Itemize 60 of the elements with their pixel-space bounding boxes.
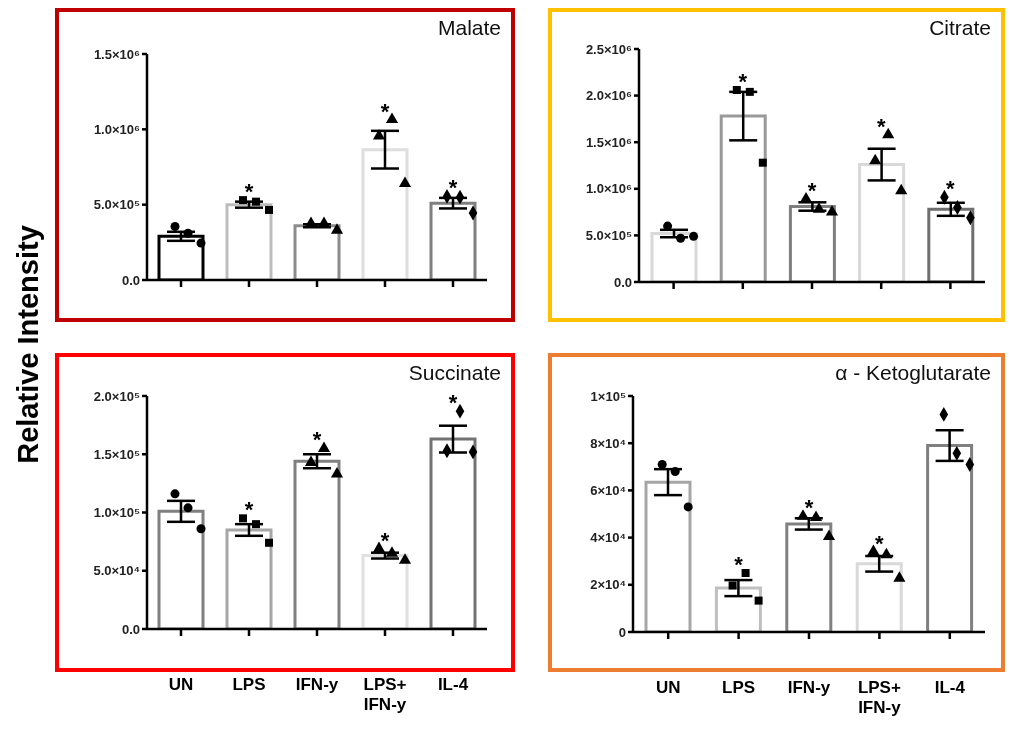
y-tick-label: 5.0×10⁵ [585,228,632,244]
annotation: * [804,495,814,521]
bar [644,480,692,632]
y-axis-title: Relative Intensity [11,224,45,466]
annotation: * [380,98,390,124]
bar [293,459,341,629]
chart-title: Succinate [408,361,501,385]
y-tick-label: 1.5×10⁶ [585,134,633,150]
annotation: * [876,113,886,139]
annotation: * [738,69,748,95]
annotation: * [312,427,322,453]
x-tick-label: LPS [232,675,266,694]
x-tick-label: IL-4 [934,678,966,697]
x-tick-label: IFN-y [295,675,339,694]
bar [361,148,409,280]
y-tick-label: 0.0 [121,621,140,637]
y-tick-label: 2.5×10⁶ [585,41,633,57]
y-tick-label: 1.5×10⁶ [93,46,141,62]
x-tick-label: IL-4 [437,675,469,694]
y-tick-label: 0.0 [121,272,140,288]
y-tick-label: 1×10⁵ [590,388,626,404]
annotation: * [875,530,885,556]
x-tick-label: LPS [722,678,756,697]
bar [719,114,767,282]
y-tick-label: 5.0×10⁴ [93,563,140,579]
chart-title: Malate [437,16,501,40]
x-tick-label: IFN-y [787,678,831,697]
annotation: * [244,497,254,523]
bar [858,163,906,282]
x-tick-label: UN [655,678,681,697]
y-tick-label: 6×10⁴ [590,483,626,499]
y-tick-label: 1.0×10⁶ [93,121,141,137]
annotation: * [244,179,254,205]
y-tick-label: 0.0 [613,274,632,290]
y-tick-label: 4×10⁴ [590,530,626,546]
bar [926,444,974,632]
y-tick-label: 0 [618,624,626,640]
x-tick-label: LPS+ IFN-y [363,675,407,714]
bar [157,509,205,629]
annotation: * [448,175,458,201]
annotation: * [807,178,817,204]
chart-title: α - Ketoglutarate [835,361,991,385]
x-tick-label: LPS+ IFN-y [857,678,902,717]
y-tick-label: 2×10⁴ [590,577,626,593]
y-tick-label: 1.0×10⁶ [585,181,633,197]
annotation: * [380,527,390,553]
bar [429,437,477,629]
y-tick-label: 2.0×10⁵ [93,388,140,404]
y-tick-label: 2.0×10⁶ [585,88,633,104]
chart-title: Citrate [929,16,991,40]
x-tick-label: UN [168,675,194,694]
y-tick-label: 8×10⁴ [590,435,626,451]
y-tick-label: 1.5×10⁵ [93,446,140,462]
annotation: * [946,176,956,202]
bar [225,528,273,629]
bar [785,522,833,632]
annotation: * [734,552,744,577]
y-tick-label: 1.0×10⁵ [93,505,140,521]
annotation: * [448,390,458,416]
y-tick-label: 5.0×10⁵ [93,197,140,213]
